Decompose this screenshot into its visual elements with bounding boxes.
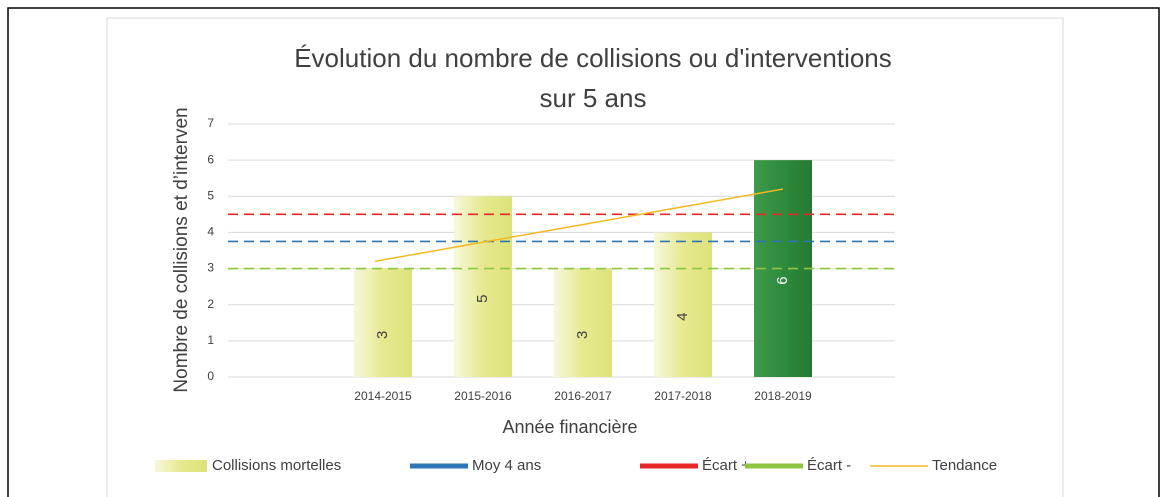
legend-label: Collisions mortelles [212,457,341,474]
data-label: 6 [774,276,791,284]
trend-line [374,188,784,263]
y-tick-label: 1 [207,333,214,347]
data-label: 4 [674,313,691,321]
chart-title: Évolution du nombre de collisions ou d'i… [294,43,892,73]
data-label: 5 [474,294,491,302]
legend-swatch [155,460,207,472]
y-axis-title: Nombre de collisions et d’interven [171,107,192,392]
x-tick-label: 2016-2017 [554,389,612,403]
data-label: 3 [574,331,591,339]
x-axis-title: Année financière [502,417,637,437]
x-tick-label: 2014-2015 [354,389,412,403]
frame [7,7,1160,497]
legend-label: Écart + [702,457,750,474]
y-tick-label: 0 [207,369,214,383]
x-tick-label: 2017-2018 [654,389,712,403]
legend-label: Moy 4 ans [472,457,541,474]
bar [354,268,412,377]
bar [554,268,612,377]
legend-label: Écart - [807,457,851,474]
x-tick-label: 2018-2019 [754,389,812,403]
y-tick-label: 7 [207,116,214,130]
chart-area [106,17,1064,497]
y-tick-label: 4 [207,225,214,239]
x-tick-label: 2015-2016 [454,389,512,403]
y-tick-label: 3 [207,261,214,275]
chart-title: sur 5 ans [540,83,647,113]
y-tick-label: 5 [207,188,214,202]
bar [654,232,712,377]
y-tick-label: 6 [207,152,214,166]
legend-label: Tendance [932,457,997,474]
y-tick-label: 2 [207,297,214,311]
bar [454,196,512,377]
data-label: 3 [374,331,391,339]
